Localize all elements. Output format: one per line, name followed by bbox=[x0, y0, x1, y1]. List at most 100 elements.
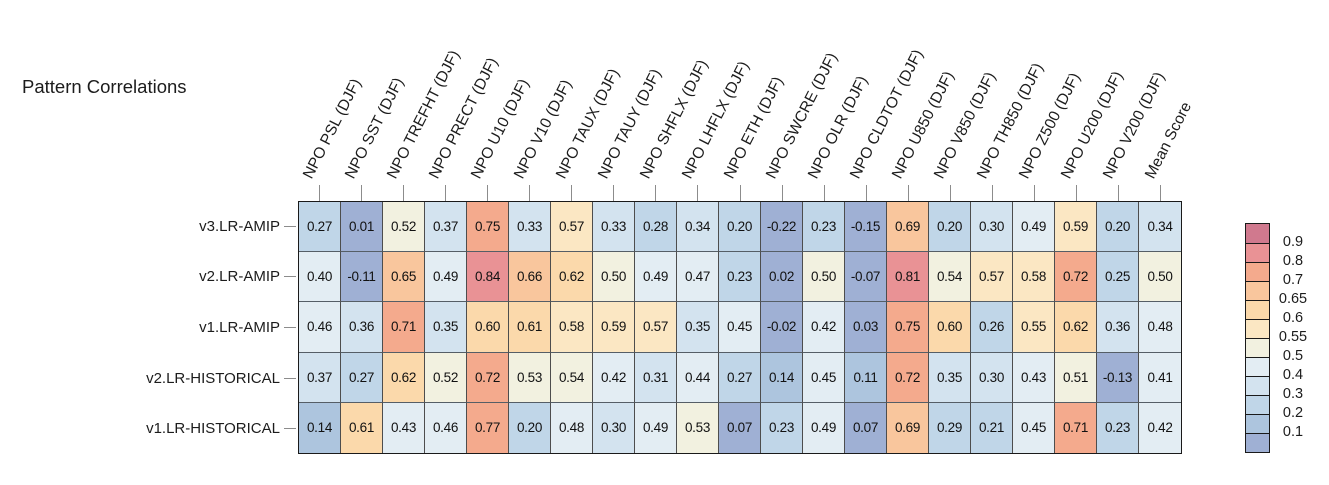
heatmap-cell: 0.54 bbox=[551, 352, 593, 403]
heatmap-cell: 0.07 bbox=[719, 402, 761, 453]
column-tick bbox=[360, 185, 362, 201]
heatmap-cell: 0.62 bbox=[1055, 302, 1097, 353]
heatmap-cell: -0.15 bbox=[845, 202, 887, 253]
heatmap-cell: 0.07 bbox=[845, 402, 887, 453]
legend-color-segment bbox=[1246, 224, 1269, 243]
heatmap-cell: 0.28 bbox=[635, 202, 677, 253]
heatmap-cell: 0.48 bbox=[551, 402, 593, 453]
heatmap-cell: 0.58 bbox=[1013, 252, 1055, 303]
heatmap-cell: 0.01 bbox=[341, 202, 383, 253]
heatmap-cell: 0.72 bbox=[887, 352, 929, 403]
heatmap-cell: 0.46 bbox=[299, 302, 341, 353]
legend-tick-label: 0.9 bbox=[1282, 234, 1304, 250]
column-tick bbox=[739, 185, 741, 201]
row-tick bbox=[284, 327, 296, 328]
heatmap-cell: 0.71 bbox=[1055, 402, 1097, 453]
heatmap-cell: 0.49 bbox=[803, 402, 845, 453]
heatmap-cell: 0.62 bbox=[551, 252, 593, 303]
heatmap-cell: 0.77 bbox=[467, 402, 509, 453]
heatmap-cell: 0.36 bbox=[1097, 302, 1139, 353]
heatmap-cell: 0.03 bbox=[845, 302, 887, 353]
column-tick bbox=[529, 185, 531, 201]
heatmap-cell: 0.20 bbox=[509, 402, 551, 453]
heatmap-cell: 0.35 bbox=[929, 352, 971, 403]
heatmap-cell: 0.60 bbox=[929, 302, 971, 353]
legend-color-segment bbox=[1246, 357, 1269, 376]
legend-tick-label: 0.3 bbox=[1282, 386, 1304, 402]
heatmap-cell: 0.49 bbox=[1013, 202, 1055, 253]
column-tick bbox=[992, 185, 994, 201]
heatmap-cell: 0.81 bbox=[887, 252, 929, 303]
heatmap-cell: 0.69 bbox=[887, 202, 929, 253]
column-tick bbox=[402, 185, 404, 201]
heatmap-cell: 0.11 bbox=[845, 352, 887, 403]
column-label-text: NPO TREFHT (DJF) bbox=[384, 47, 464, 182]
heatmap-cell: 0.20 bbox=[1097, 202, 1139, 253]
heatmap-cell: 0.72 bbox=[1055, 252, 1097, 303]
heatmap-cell: 0.43 bbox=[1013, 352, 1055, 403]
heatmap-cell: 0.52 bbox=[383, 202, 425, 253]
heatmap-cell: 0.42 bbox=[593, 352, 635, 403]
heatmap-cell: 0.14 bbox=[299, 402, 341, 453]
heatmap-cell: 0.43 bbox=[383, 402, 425, 453]
row-label: v2.LR-AMIP bbox=[199, 268, 280, 286]
heatmap-cell: 0.71 bbox=[383, 302, 425, 353]
heatmap-cell: 0.30 bbox=[971, 202, 1013, 253]
legend-color-segment bbox=[1246, 414, 1269, 433]
heatmap-cell: 0.46 bbox=[425, 402, 467, 453]
heatmap-cell: 0.30 bbox=[593, 402, 635, 453]
legend-color-segment bbox=[1246, 395, 1269, 414]
row-label: v2.LR-HISTORICAL bbox=[146, 369, 280, 387]
heatmap-cell: 0.45 bbox=[1013, 402, 1055, 453]
heatmap-cell: 0.21 bbox=[971, 402, 1013, 453]
heatmap-cell: 0.49 bbox=[425, 252, 467, 303]
color-legend bbox=[1245, 223, 1270, 453]
heatmap-cell: 0.27 bbox=[299, 202, 341, 253]
heatmap-cell: 0.60 bbox=[467, 302, 509, 353]
column-label-text: NPO CLDTOT (DJF) bbox=[847, 46, 928, 182]
column-tick bbox=[1034, 185, 1036, 201]
row-tick bbox=[284, 276, 296, 278]
heatmap-cell: 0.20 bbox=[719, 202, 761, 253]
legend-color-segment bbox=[1246, 281, 1269, 300]
legend-color-segment bbox=[1246, 433, 1269, 452]
heatmap-cell: 0.25 bbox=[1097, 252, 1139, 303]
row-tick bbox=[284, 428, 296, 430]
heatmap-cell: 0.45 bbox=[719, 302, 761, 353]
heatmap-cell: 0.44 bbox=[677, 352, 719, 403]
heatmap-cell: 0.66 bbox=[509, 252, 551, 303]
heatmap-cell: 0.40 bbox=[299, 252, 341, 303]
heatmap-cell: -0.22 bbox=[761, 202, 803, 253]
heatmap-cell: 0.14 bbox=[761, 352, 803, 403]
heatmap-cell: 0.23 bbox=[1097, 402, 1139, 453]
column-tick bbox=[1118, 185, 1120, 201]
heatmap-cell: 0.57 bbox=[551, 202, 593, 253]
heatmap-cell: 0.42 bbox=[803, 302, 845, 353]
legend-tick-label: 0.8 bbox=[1282, 253, 1304, 269]
column-tick bbox=[486, 185, 488, 201]
column-tick bbox=[865, 185, 867, 201]
heatmap-cell: 0.50 bbox=[803, 252, 845, 303]
legend-tick-label: 0.65 bbox=[1278, 291, 1308, 307]
heatmap-cell: 0.53 bbox=[509, 352, 551, 403]
column-tick bbox=[613, 185, 615, 201]
heatmap-cell: -0.11 bbox=[341, 252, 383, 303]
column-tick bbox=[444, 185, 446, 201]
legend-color-segment bbox=[1246, 376, 1269, 395]
legend-color-segment bbox=[1246, 300, 1269, 319]
heatmap-cell: 0.29 bbox=[929, 402, 971, 453]
heatmap-cell: 0.52 bbox=[425, 352, 467, 403]
heatmap-cell: 0.75 bbox=[467, 202, 509, 253]
legend-tick-label: 0.4 bbox=[1282, 367, 1304, 383]
heatmap-cell: 0.23 bbox=[761, 402, 803, 453]
heatmap-cell: 0.48 bbox=[1139, 302, 1181, 353]
column-tick bbox=[781, 185, 783, 201]
heatmap-cell: 0.31 bbox=[635, 352, 677, 403]
legend-color-segment bbox=[1246, 338, 1269, 357]
heatmap-cell: 0.02 bbox=[761, 252, 803, 303]
legend-color-segment bbox=[1246, 243, 1269, 262]
heatmap-grid: 0.27 0.01 0.52 0.37 0.75 0.33 0.57 0.33 0.28 0.34… bbox=[298, 201, 1182, 454]
heatmap-cell: 0.51 bbox=[1055, 352, 1097, 403]
column-tick bbox=[1160, 185, 1162, 201]
